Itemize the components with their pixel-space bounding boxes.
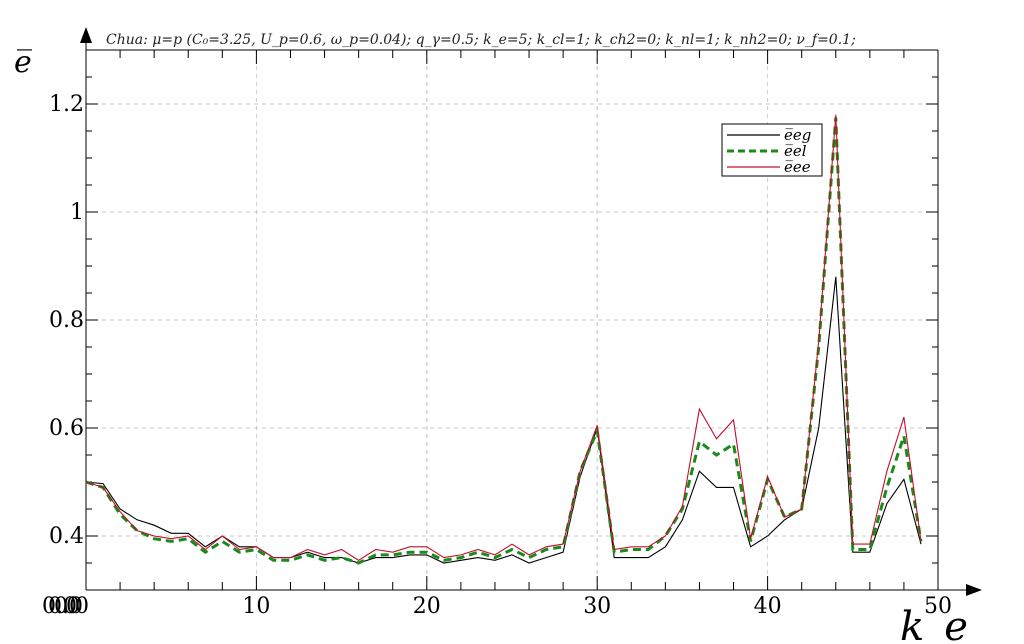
x-tick-label: 50	[924, 594, 952, 619]
x-tick-label: 10	[242, 594, 270, 619]
series-layer	[85, 114, 923, 565]
y-axis-label: e̅	[14, 45, 32, 80]
y-tick-label: 0.6	[49, 416, 84, 441]
chart-title: Chua: μ=p (C₀=3.25, U_p=0.6, ω_p=0.04); …	[106, 32, 856, 48]
y-axis-arrow	[80, 27, 92, 43]
series-line-e_el	[85, 117, 923, 565]
legend: e̅ege̅ele̅ee	[721, 123, 823, 177]
axes	[80, 27, 982, 596]
legend-label: e̅el	[784, 142, 807, 160]
y-tick-label: 0.4	[49, 524, 84, 549]
legend-label: e̅ee	[784, 158, 811, 176]
x-tick-label: 30	[583, 594, 611, 619]
x-axis-label: k_e	[900, 604, 968, 644]
labels: 10 20 30 40 50 0.00.00.00 0.4 0.6 0.8 1 1.2 Chua: μ…	[14, 32, 968, 644]
series-line-e_ee	[85, 114, 922, 561]
x-axis-arrow	[966, 584, 982, 596]
y-tick-label: 0.8	[49, 308, 84, 333]
x-tick-label: 20	[413, 594, 441, 619]
x-tick-label: 0	[66, 594, 80, 619]
x-origin-label: 0.0	[42, 594, 77, 619]
x-origin-label: 0.0	[54, 594, 89, 619]
legend-label: e̅eg	[784, 126, 811, 144]
x-origin-label: 0.0	[48, 594, 83, 619]
x-tick-label: 40	[754, 594, 782, 619]
y-tick-label: 1.2	[49, 92, 84, 117]
y-tick-label: 1	[70, 200, 84, 225]
